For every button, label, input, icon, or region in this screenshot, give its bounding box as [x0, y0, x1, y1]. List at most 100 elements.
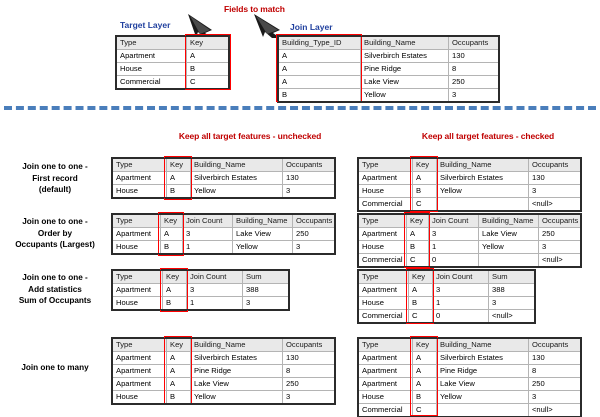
table-row: Apartment A — [116, 49, 229, 63]
table-cell: A — [186, 49, 229, 63]
table-cell: Silverbirch Estates — [360, 49, 449, 63]
column-header: Join Count — [428, 214, 479, 228]
table-row: House B 1 Yellow 3 — [112, 240, 335, 254]
row-label-line2: Add statistics — [28, 284, 82, 294]
table-cell: Silverbirch Estates — [190, 171, 283, 185]
table-cell: House — [358, 296, 409, 310]
table-cell: 3 — [448, 88, 499, 102]
table-cell: Apartment — [112, 351, 167, 365]
table-cell: 8 — [448, 62, 499, 76]
table-cell: 250 — [538, 227, 581, 241]
target-layer-label: Target Layer — [120, 20, 171, 30]
column-header: Key — [412, 338, 437, 352]
table-cell: Apartment — [112, 171, 167, 185]
table-cell: 1 — [432, 296, 489, 310]
table-row: Apartment A 3 Lake View 250 — [358, 227, 581, 241]
table-cell: A — [160, 227, 183, 241]
table-cell: B — [412, 184, 437, 198]
r4-checked-table: Type Key Building_Name Occupants Apartment A S… — [357, 337, 582, 417]
table-cell: B — [412, 390, 437, 404]
row-label-order-by: Join one to one - Order by Occupants (La… — [2, 216, 108, 251]
row-label-line1: Join one to one - — [22, 162, 88, 171]
r2-checked-table: Type Key Join Count Building_Name Occupants A… — [357, 213, 582, 268]
table-cell — [436, 197, 529, 211]
table-cell: 1 — [182, 240, 233, 254]
table-row: Apartment A Silverbirch Estates 130 — [112, 351, 335, 365]
table-cell: House — [358, 390, 413, 404]
fields-to-match-label: Fields to match — [224, 4, 285, 14]
table-row: House B Yellow 3 — [358, 184, 581, 198]
column-header: Building_Name — [232, 214, 293, 228]
table-cell: House — [358, 240, 407, 254]
table-cell: A — [162, 283, 187, 297]
table-cell: A — [412, 364, 437, 378]
row-label-join-one-to-many: Join one to many — [2, 362, 108, 374]
table-cell: A — [166, 364, 191, 378]
column-header: Type — [112, 338, 167, 352]
table-cell: Yellow — [360, 88, 449, 102]
table-cell: <null> — [528, 197, 581, 211]
table-cell: 8 — [282, 364, 335, 378]
table-cell: A — [406, 227, 429, 241]
column-header: Type — [358, 158, 413, 172]
table-row: Commercial C — [116, 75, 229, 89]
table-cell: A — [166, 377, 191, 391]
column-header: Type — [358, 270, 409, 284]
table-row: House B Yellow 3 — [112, 184, 335, 198]
table-cell: 388 — [488, 283, 535, 297]
table-cell: Apartment — [358, 283, 409, 297]
column-header: Join Count — [432, 270, 489, 284]
table-cell: B — [186, 62, 229, 76]
table-cell: <null> — [488, 309, 535, 323]
table-row: Apartment A 3 Lake View 250 — [112, 227, 335, 241]
table-cell: Lake View — [478, 227, 539, 241]
table-cell: 250 — [528, 377, 581, 391]
column-header: Occupants — [448, 36, 499, 50]
table-header-row: Type Key Building_Name Occupants — [112, 158, 335, 172]
r3-unchecked-table: Type Key Join Count Sum Apartment A 3 388 House B… — [111, 269, 290, 311]
table-cell: Pine Ridge — [436, 364, 529, 378]
r4-unchecked-table-wrap: Type Key Building_Name Occupants Apartment A S… — [111, 336, 336, 405]
table-row: Apartment A Pine Ridge 8 — [112, 364, 335, 378]
table-cell: 3 — [528, 184, 581, 198]
r1-unchecked-table: Type Key Building_Name Occupants Apartment A S… — [111, 157, 336, 199]
column-header: Join Count — [182, 214, 233, 228]
table-row: A Pine Ridge 8 — [278, 62, 499, 76]
table-cell: Lake View — [190, 377, 283, 391]
table-cell — [436, 403, 529, 417]
column-header: Occupants — [538, 214, 581, 228]
table-header-row: Type Key — [116, 36, 229, 50]
table-row: Apartment A Lake View 250 — [112, 377, 335, 391]
table-cell: C — [186, 75, 229, 89]
table-row: A Lake View 250 — [278, 75, 499, 89]
table-cell: Yellow — [232, 240, 293, 254]
table-cell: A — [408, 283, 433, 297]
table-cell: Silverbirch Estates — [190, 351, 283, 365]
column-header: Type — [358, 338, 413, 352]
column-header: Key — [166, 338, 191, 352]
table-row: Commercial C <null> — [358, 403, 581, 417]
table-cell: Apartment — [112, 283, 163, 297]
table-cell: Silverbirch Estates — [436, 351, 529, 365]
table-row: House B 1 3 — [358, 296, 535, 310]
table-row: House B Yellow 3 — [358, 390, 581, 404]
heading-checked: Keep all target features - checked — [421, 131, 555, 141]
r2-unchecked-table-wrap: Type Key Join Count Building_Name Occupants A… — [111, 212, 336, 256]
target-layer-table: Type Key Apartment A House B Commercial C — [115, 35, 230, 90]
table-cell: B — [160, 240, 183, 254]
table-row: A Silverbirch Estates 130 — [278, 49, 499, 63]
table-cell: 3 — [528, 390, 581, 404]
table-cell: 250 — [292, 227, 335, 241]
table-cell: A — [278, 75, 361, 89]
table-row: House B — [116, 62, 229, 76]
table-cell: 3 — [186, 283, 243, 297]
table-cell: A — [412, 377, 437, 391]
table-cell: C — [412, 403, 437, 417]
column-header: Key — [166, 158, 191, 172]
table-cell: B — [406, 240, 429, 254]
table-cell: B — [166, 184, 191, 198]
table-header-row: Type Key Building_Name Occupants — [358, 158, 581, 172]
heading-unchecked: Keep all target features - unchecked — [178, 131, 322, 141]
r3-checked-table-wrap: Type Key Join Count Sum Apartment A 3 388 House B… — [357, 268, 536, 324]
table-cell: House — [112, 296, 163, 310]
